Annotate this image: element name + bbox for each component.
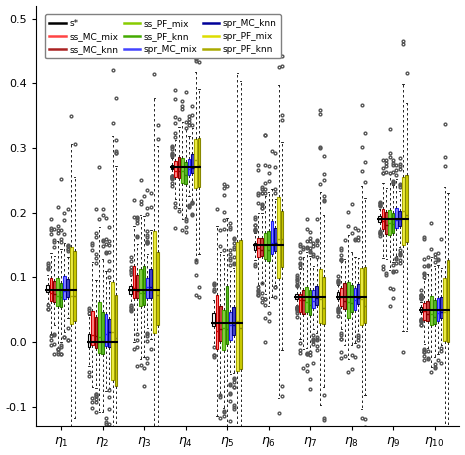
PathPatch shape	[222, 310, 225, 350]
PathPatch shape	[88, 334, 91, 347]
PathPatch shape	[149, 269, 152, 298]
PathPatch shape	[111, 282, 114, 380]
PathPatch shape	[219, 306, 222, 341]
PathPatch shape	[60, 283, 62, 307]
PathPatch shape	[295, 293, 298, 299]
PathPatch shape	[91, 311, 94, 345]
PathPatch shape	[181, 158, 184, 183]
PathPatch shape	[312, 290, 315, 308]
PathPatch shape	[187, 159, 190, 175]
PathPatch shape	[277, 197, 280, 278]
PathPatch shape	[353, 288, 356, 310]
PathPatch shape	[156, 252, 159, 325]
PathPatch shape	[178, 157, 180, 177]
PathPatch shape	[364, 267, 366, 323]
PathPatch shape	[360, 268, 363, 325]
PathPatch shape	[70, 247, 73, 324]
PathPatch shape	[281, 211, 283, 267]
PathPatch shape	[319, 268, 321, 324]
PathPatch shape	[174, 161, 177, 177]
PathPatch shape	[153, 231, 156, 334]
PathPatch shape	[115, 295, 118, 385]
PathPatch shape	[198, 138, 200, 187]
PathPatch shape	[216, 295, 218, 349]
PathPatch shape	[347, 282, 350, 318]
PathPatch shape	[405, 175, 408, 242]
PathPatch shape	[378, 217, 381, 222]
PathPatch shape	[430, 296, 432, 325]
PathPatch shape	[302, 290, 305, 314]
PathPatch shape	[443, 278, 446, 341]
PathPatch shape	[399, 211, 401, 226]
PathPatch shape	[420, 307, 422, 312]
PathPatch shape	[140, 269, 142, 306]
PathPatch shape	[53, 281, 56, 302]
PathPatch shape	[274, 228, 277, 251]
PathPatch shape	[50, 278, 53, 300]
PathPatch shape	[382, 209, 384, 229]
Legend: s*, ss_MC_mix, ss_MC_knn, ss_PF_mix, ss_PF_knn, spr_MC_mix, spr_MC_knn, spr_PF_m: s*, ss_MC_mix, ss_MC_knn, ss_PF_mix, ss_…	[45, 14, 281, 58]
PathPatch shape	[271, 222, 273, 254]
PathPatch shape	[194, 139, 197, 188]
PathPatch shape	[101, 313, 104, 354]
PathPatch shape	[337, 293, 339, 298]
PathPatch shape	[108, 319, 111, 347]
PathPatch shape	[440, 297, 443, 318]
PathPatch shape	[437, 298, 439, 321]
PathPatch shape	[94, 317, 97, 348]
PathPatch shape	[98, 302, 100, 354]
PathPatch shape	[433, 300, 436, 324]
PathPatch shape	[56, 278, 59, 306]
PathPatch shape	[133, 266, 135, 298]
PathPatch shape	[344, 283, 346, 309]
PathPatch shape	[426, 301, 429, 321]
PathPatch shape	[136, 275, 139, 298]
PathPatch shape	[264, 233, 266, 259]
PathPatch shape	[146, 278, 149, 298]
PathPatch shape	[322, 277, 325, 324]
PathPatch shape	[306, 287, 308, 312]
PathPatch shape	[63, 276, 66, 299]
PathPatch shape	[447, 260, 449, 342]
PathPatch shape	[357, 284, 359, 304]
PathPatch shape	[232, 307, 235, 335]
PathPatch shape	[315, 286, 318, 305]
PathPatch shape	[267, 231, 270, 262]
PathPatch shape	[257, 238, 260, 257]
PathPatch shape	[46, 285, 49, 293]
PathPatch shape	[340, 288, 343, 306]
PathPatch shape	[212, 313, 215, 326]
PathPatch shape	[299, 294, 301, 312]
PathPatch shape	[105, 313, 107, 346]
PathPatch shape	[229, 312, 232, 340]
PathPatch shape	[392, 213, 394, 233]
PathPatch shape	[129, 287, 132, 293]
PathPatch shape	[395, 208, 398, 228]
PathPatch shape	[66, 279, 69, 297]
PathPatch shape	[402, 177, 405, 245]
PathPatch shape	[184, 162, 187, 184]
PathPatch shape	[260, 238, 263, 256]
PathPatch shape	[236, 242, 239, 371]
PathPatch shape	[385, 212, 388, 234]
PathPatch shape	[191, 154, 193, 173]
PathPatch shape	[254, 243, 256, 250]
PathPatch shape	[388, 210, 391, 235]
PathPatch shape	[350, 285, 353, 312]
PathPatch shape	[226, 286, 228, 344]
PathPatch shape	[309, 290, 312, 315]
PathPatch shape	[171, 165, 173, 169]
PathPatch shape	[423, 303, 426, 320]
PathPatch shape	[73, 251, 76, 321]
PathPatch shape	[143, 266, 146, 305]
PathPatch shape	[239, 240, 242, 369]
